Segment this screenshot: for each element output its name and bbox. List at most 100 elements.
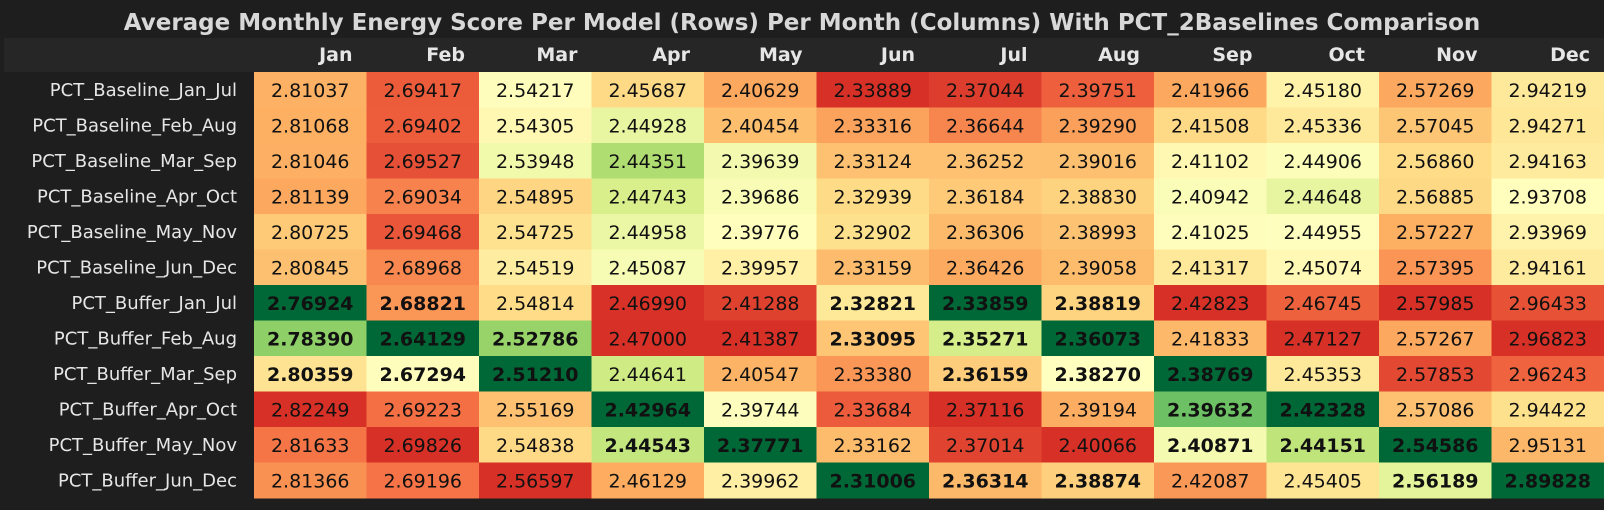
- cell-value-label: 2.37044: [946, 80, 1025, 102]
- heatmap-cell: [1266, 391, 1380, 428]
- cell-value-label: 2.40629: [721, 80, 800, 102]
- cell-value-label: 2.54838: [496, 435, 575, 457]
- heatmap-cell: [929, 178, 1042, 215]
- heatmap-cell: [1154, 462, 1267, 499]
- column-label-aug: Aug: [1098, 44, 1140, 66]
- heatmap-cell: [1041, 143, 1155, 179]
- heatmap-cell: [704, 72, 817, 108]
- cell-value-label: 2.31006: [829, 470, 916, 492]
- heatmap-cell: [816, 462, 930, 499]
- cell-value-label: 2.42328: [1279, 399, 1366, 421]
- cell-value-label: 2.36159: [942, 364, 1029, 386]
- heatmap-cell: [479, 356, 592, 392]
- cell-value-label: 2.36644: [946, 115, 1025, 137]
- heatmap-cell: [704, 214, 817, 250]
- cell-value-label: 2.33859: [942, 293, 1029, 315]
- row-label: PCT_Buffer_May_Nov: [49, 435, 238, 456]
- cell-value-label: 2.54305: [496, 115, 575, 137]
- column-label-nov: Nov: [1436, 44, 1478, 66]
- column-label-jul: Jul: [998, 44, 1027, 66]
- cell-value-label: 2.44648: [1283, 186, 1362, 208]
- heatmap-cell: [929, 249, 1042, 286]
- heatmap-cell: [1266, 143, 1380, 179]
- cell-value-label: 2.68968: [383, 257, 462, 279]
- cell-value-label: 2.57985: [1396, 293, 1475, 315]
- heatmap-cell: [1266, 427, 1380, 463]
- heatmap-cell: [591, 391, 705, 428]
- heatmap-cell: [591, 249, 705, 286]
- heatmap-cell: [479, 249, 592, 286]
- heatmap-cell: [816, 214, 930, 250]
- cell-value-label: 2.36073: [1054, 328, 1141, 350]
- cell-value-label: 2.78390: [267, 328, 354, 350]
- heatmap-cell: [254, 214, 367, 250]
- heatmap-cell: [591, 462, 705, 499]
- row-label: PCT_Buffer_Feb_Aug: [54, 328, 237, 349]
- cell-value-label: 2.44928: [608, 115, 687, 137]
- cell-value-label: 2.54895: [496, 186, 575, 208]
- heatmap-cell: [1491, 107, 1604, 144]
- heatmap-cell: [1154, 391, 1267, 428]
- cell-value-label: 2.51210: [492, 364, 579, 386]
- heatmap-cell: [1154, 143, 1267, 179]
- cell-value-label: 2.94422: [1508, 399, 1587, 421]
- heatmap-cell: [366, 320, 480, 357]
- heatmap-cell: [929, 320, 1042, 357]
- heatmap-cell: [254, 249, 367, 286]
- heatmap-cell: [1041, 285, 1155, 321]
- cell-value-label: 2.33095: [829, 328, 916, 350]
- row-label: PCT_Buffer_Mar_Sep: [53, 364, 237, 385]
- row-label: PCT_Baseline_Jan_Jul: [50, 80, 237, 101]
- row-label: PCT_Buffer_Jun_Dec: [58, 470, 237, 491]
- heatmap-cell: [591, 143, 705, 179]
- heatmap-cell: [254, 427, 367, 463]
- heatmap-cell: [816, 285, 930, 321]
- cell-value-label: 2.82249: [271, 399, 350, 421]
- heatmap-cell: [479, 462, 592, 499]
- cell-value-label: 2.53948: [496, 151, 575, 173]
- heatmap-cell: [591, 72, 705, 108]
- cell-value-label: 2.80845: [271, 257, 350, 279]
- heatmap-cell: [254, 178, 367, 215]
- heatmap-cell: [1266, 320, 1380, 357]
- heatmap-cell: [366, 427, 480, 463]
- heatmap-cell: [366, 391, 480, 428]
- heatmap-cell: [1491, 462, 1604, 499]
- row-label: PCT_Baseline_Jun_Dec: [36, 257, 237, 278]
- heatmap-cell: [591, 356, 705, 392]
- heatmap-cell: [704, 391, 817, 428]
- cell-value-label: 2.47000: [608, 328, 687, 350]
- cell-value-label: 2.39639: [721, 151, 800, 173]
- heatmap-cell: [704, 249, 817, 286]
- cell-value-label: 2.96243: [1508, 364, 1587, 386]
- heatmap-cell: [254, 320, 367, 357]
- column-label-feb: Feb: [426, 44, 465, 66]
- heatmap-cell: [1491, 356, 1604, 392]
- cell-value-label: 2.57227: [1396, 222, 1475, 244]
- heatmap-cell: [1266, 356, 1380, 392]
- heatmap-cell: [704, 178, 817, 215]
- cell-value-label: 2.32939: [833, 186, 912, 208]
- heatmap-cell: [1154, 107, 1267, 144]
- cell-value-label: 2.44351: [608, 151, 687, 173]
- cell-value-label: 2.32821: [829, 293, 916, 315]
- cell-value-label: 2.69196: [383, 470, 462, 492]
- heatmap-cell: [254, 143, 367, 179]
- heatmap-cell: [1154, 356, 1267, 392]
- heatmap-cell: [816, 356, 930, 392]
- heatmap-cell: [1266, 249, 1380, 286]
- column-label-jan: Jan: [317, 44, 352, 66]
- heatmap-cell: [929, 214, 1042, 250]
- cell-value-label: 2.56860: [1396, 151, 1475, 173]
- heatmap-cell: [704, 285, 817, 321]
- heatmap-cell: [1491, 143, 1604, 179]
- heatmap-cell: [366, 462, 480, 499]
- cell-value-label: 2.94163: [1508, 151, 1587, 173]
- cell-value-label: 2.44543: [604, 435, 691, 457]
- cell-value-label: 2.45087: [608, 257, 687, 279]
- cell-value-label: 2.41387: [721, 328, 800, 350]
- cell-value-label: 2.44743: [608, 186, 687, 208]
- heatmap-cell: [1154, 285, 1267, 321]
- heatmap-cell: [704, 143, 817, 179]
- heatmap-cell: [254, 107, 367, 144]
